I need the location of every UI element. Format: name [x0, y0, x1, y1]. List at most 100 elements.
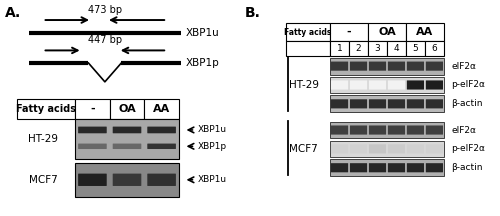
Bar	[330, 77, 444, 93]
FancyBboxPatch shape	[407, 163, 424, 172]
FancyBboxPatch shape	[388, 125, 405, 135]
Text: 447 bp: 447 bp	[88, 35, 122, 45]
Bar	[330, 141, 444, 157]
FancyBboxPatch shape	[426, 163, 443, 172]
Text: OA: OA	[378, 27, 396, 37]
Bar	[330, 58, 444, 75]
FancyBboxPatch shape	[369, 144, 386, 153]
FancyBboxPatch shape	[350, 144, 367, 153]
FancyBboxPatch shape	[407, 144, 424, 153]
FancyBboxPatch shape	[78, 174, 106, 186]
Bar	[75, 98, 110, 119]
Bar	[330, 159, 444, 176]
FancyBboxPatch shape	[388, 163, 405, 172]
FancyBboxPatch shape	[112, 174, 142, 186]
FancyBboxPatch shape	[350, 62, 367, 71]
FancyBboxPatch shape	[331, 125, 348, 135]
FancyBboxPatch shape	[388, 144, 405, 153]
Bar	[406, 23, 444, 41]
Text: B.: B.	[245, 6, 261, 21]
Bar	[368, 23, 406, 41]
FancyBboxPatch shape	[112, 127, 142, 133]
Text: β-actin: β-actin	[452, 163, 483, 172]
Text: 1: 1	[336, 44, 342, 53]
Text: HT-29: HT-29	[288, 80, 318, 90]
Text: -: -	[346, 27, 352, 37]
FancyBboxPatch shape	[388, 99, 405, 108]
FancyBboxPatch shape	[426, 62, 443, 71]
Text: MCF7: MCF7	[290, 144, 318, 154]
FancyBboxPatch shape	[426, 144, 443, 153]
Bar	[425, 41, 444, 56]
FancyBboxPatch shape	[148, 174, 176, 186]
Text: MCF7: MCF7	[28, 175, 58, 185]
Text: HT-29: HT-29	[28, 134, 58, 144]
FancyBboxPatch shape	[331, 163, 348, 172]
Bar	[17, 98, 75, 119]
Text: XBP1p: XBP1p	[186, 58, 220, 68]
FancyBboxPatch shape	[148, 127, 176, 133]
Bar	[110, 98, 144, 119]
FancyBboxPatch shape	[350, 125, 367, 135]
Bar	[406, 41, 425, 56]
Text: A.: A.	[5, 6, 21, 21]
FancyBboxPatch shape	[331, 62, 348, 71]
Text: XBP1u: XBP1u	[186, 28, 220, 38]
Bar	[286, 41, 330, 56]
Text: XBP1u: XBP1u	[198, 125, 227, 134]
FancyBboxPatch shape	[369, 80, 386, 90]
Text: β-actin: β-actin	[452, 99, 483, 108]
Text: eIF2α: eIF2α	[452, 62, 476, 71]
FancyBboxPatch shape	[369, 163, 386, 172]
Text: eIF2α: eIF2α	[452, 125, 476, 135]
Text: p-eIF2α: p-eIF2α	[452, 144, 486, 153]
FancyBboxPatch shape	[388, 62, 405, 71]
FancyBboxPatch shape	[148, 144, 176, 149]
Text: 5: 5	[412, 44, 418, 53]
Bar	[387, 41, 406, 56]
FancyBboxPatch shape	[112, 144, 142, 149]
FancyBboxPatch shape	[407, 125, 424, 135]
FancyBboxPatch shape	[331, 144, 348, 153]
FancyBboxPatch shape	[407, 99, 424, 108]
FancyBboxPatch shape	[350, 163, 367, 172]
Text: 4: 4	[394, 44, 400, 53]
FancyBboxPatch shape	[369, 62, 386, 71]
Bar	[75, 162, 179, 197]
Bar	[349, 41, 368, 56]
Text: AA: AA	[153, 103, 170, 114]
FancyBboxPatch shape	[426, 80, 443, 90]
Bar	[286, 23, 330, 41]
Bar	[330, 95, 444, 112]
Bar	[330, 41, 349, 56]
FancyBboxPatch shape	[78, 127, 106, 133]
Text: 473 bp: 473 bp	[88, 5, 122, 15]
Text: 3: 3	[374, 44, 380, 53]
Text: 6: 6	[432, 44, 438, 53]
Text: OA: OA	[118, 103, 136, 114]
Text: 2: 2	[356, 44, 362, 53]
Bar	[330, 122, 444, 138]
Text: p-eIF2α: p-eIF2α	[452, 81, 486, 89]
Text: -: -	[90, 103, 94, 114]
Bar	[75, 119, 179, 159]
FancyBboxPatch shape	[388, 80, 405, 90]
FancyBboxPatch shape	[426, 99, 443, 108]
FancyBboxPatch shape	[407, 62, 424, 71]
FancyBboxPatch shape	[331, 80, 348, 90]
Text: Fatty acids: Fatty acids	[16, 103, 76, 114]
Text: XBP1u: XBP1u	[198, 175, 227, 184]
Text: XBP1p: XBP1p	[198, 142, 227, 151]
FancyBboxPatch shape	[369, 125, 386, 135]
FancyBboxPatch shape	[369, 99, 386, 108]
FancyBboxPatch shape	[350, 99, 367, 108]
FancyBboxPatch shape	[331, 99, 348, 108]
Bar	[368, 41, 387, 56]
FancyBboxPatch shape	[407, 80, 424, 90]
Text: AA: AA	[416, 27, 434, 37]
FancyBboxPatch shape	[350, 80, 367, 90]
Bar	[144, 98, 179, 119]
FancyBboxPatch shape	[426, 125, 443, 135]
Text: Fatty acids: Fatty acids	[284, 28, 332, 37]
FancyBboxPatch shape	[78, 144, 106, 149]
